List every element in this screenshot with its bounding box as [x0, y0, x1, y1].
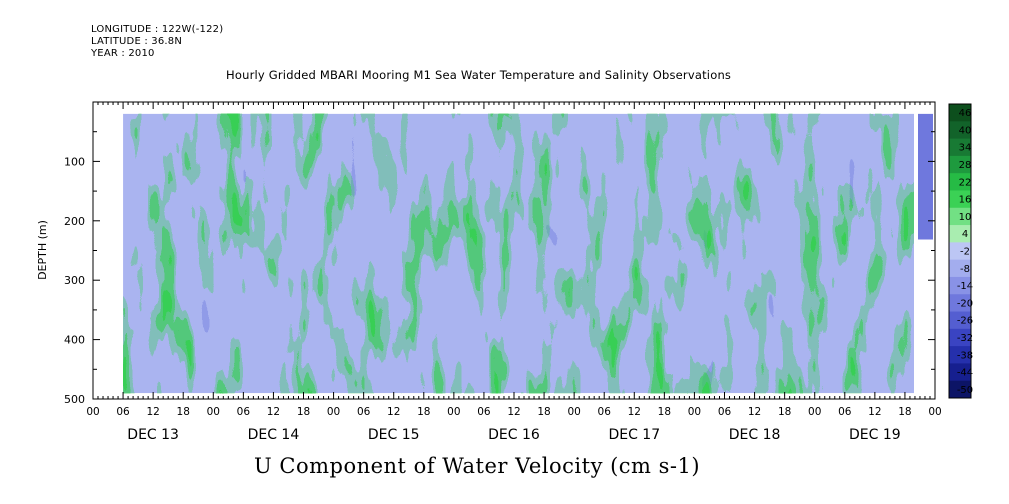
colorbar-label: 10 [959, 212, 972, 223]
chart-title: Hourly Gridded MBARI Mooring M1 Sea Wate… [226, 68, 732, 82]
colorbar-swatch [949, 346, 971, 364]
x-hour-tick-label: 18 [417, 406, 430, 418]
x-day-label: DEC 16 [488, 427, 540, 443]
x-hour-tick-label: 00 [928, 406, 941, 418]
colorbar-swatch [949, 242, 971, 261]
colorbar-label: 46 [959, 108, 972, 119]
colorbar-label: 28 [959, 160, 972, 171]
x-hour-tick-label: 00 [808, 406, 821, 418]
x-day-label: DEC 19 [849, 427, 901, 443]
x-hour-tick-label: 12 [868, 406, 881, 418]
x-hour-tick-label: 06 [718, 406, 732, 418]
x-hour-tick-label: 06 [357, 406, 371, 418]
x-hour-tick-label: 12 [628, 406, 641, 418]
x-day-label: DEC 17 [608, 427, 660, 443]
field-edge-strip [918, 113, 933, 240]
latitude-label: LATITUDE : 36.8N [91, 36, 183, 47]
colorbar-label: -50 [957, 385, 973, 396]
colorbar-swatch [949, 380, 971, 399]
colorbar-swatch [949, 190, 971, 209]
colorbar-label: -32 [957, 333, 973, 344]
x-hour-tick-label: 00 [207, 406, 220, 418]
x-hour-tick-label: 12 [387, 406, 400, 418]
year-label: YEAR : 2010 [91, 48, 155, 59]
colorbar-swatch [949, 311, 971, 330]
field-positive-patches [123, 113, 915, 394]
velocity-field [123, 113, 933, 394]
colorbar-label: 4 [962, 229, 968, 240]
x-hour-tick-label: 18 [658, 406, 671, 418]
y-tick-label: 200 [64, 215, 85, 228]
colorbar-label: 40 [959, 125, 972, 136]
x-hour-tick-label: 00 [86, 406, 99, 418]
colorbar-frame [948, 103, 972, 399]
y-tick-label: 100 [64, 155, 85, 168]
colorbar-label: -38 [957, 350, 973, 361]
x-day-label: DEC 15 [368, 427, 420, 443]
colorbar-swatch [949, 121, 971, 140]
colorbar-swatch [949, 207, 971, 226]
x-day-label: DEC 14 [248, 427, 300, 443]
x-hour-tick-label: 18 [898, 406, 911, 418]
colorbar-swatch [949, 276, 971, 295]
x-hour-tick-label: 18 [177, 406, 190, 418]
colorbar-label: 22 [959, 177, 972, 188]
colorbar-swatch [949, 363, 971, 382]
x-hour-tick-label: 18 [297, 406, 310, 418]
x-hour-tick-label: 00 [447, 406, 460, 418]
x-hour-tick-label: 18 [778, 406, 791, 418]
colorbar-swatch [949, 104, 971, 122]
colorbar-label: 16 [959, 195, 972, 206]
colorbar-label: -14 [957, 281, 973, 292]
x-hour-tick-label: 06 [116, 406, 130, 418]
y-tick-label: 400 [64, 334, 85, 347]
colorbar: 46 40 34 28 22 16 10 4 -2 -8 -14 -20 -26 -32 -38 -44 -50 [948, 103, 973, 399]
x-hour-tick-label: 12 [267, 406, 280, 418]
colorbar-swatch [949, 259, 971, 278]
y-axis-title: DEPTH (m) [36, 220, 49, 280]
colorbar-swatch [949, 294, 971, 313]
x-hour-tick-label: 06 [237, 406, 251, 418]
colorbar-swatch [949, 173, 971, 191]
x-hour-tick-label: 18 [537, 406, 550, 418]
x-hour-tick-label: 12 [748, 406, 761, 418]
x-hour-tick-label: 12 [146, 406, 159, 418]
x-hour-tick-label: 06 [477, 406, 491, 418]
colorbar-swatch [949, 328, 971, 347]
x-hour-tick-label: 00 [567, 406, 580, 418]
x-hour-tick-label: 00 [688, 406, 701, 418]
y-tick-label: 500 [64, 393, 85, 406]
x-hour-tick-label: 00 [327, 406, 340, 418]
colorbar-swatch [949, 138, 971, 157]
colorbar-label: -44 [957, 368, 973, 379]
colorbar-label: 34 [959, 143, 972, 154]
x-axis-title: U Component of Water Velocity (cm s-1) [254, 454, 701, 478]
x-day-label: DEC 18 [729, 427, 781, 443]
colorbar-swatch [949, 225, 971, 243]
colorbar-swatch [949, 155, 971, 174]
plot-axes: 00 06 12 18 00 06 12 18 00 06 12 18 00 06 12 18 00 06 12 18… [36, 101, 942, 443]
colorbar-label: -26 [957, 316, 973, 327]
x-hour-tick-label: 06 [838, 406, 852, 418]
x-hour-tick-label: 06 [598, 406, 612, 418]
longitude-label: LONGITUDE : 122W(-122) [91, 24, 224, 35]
x-hour-tick-label: 12 [507, 406, 520, 418]
colorbar-label: -2 [960, 247, 970, 258]
colorbar-label: -20 [957, 298, 973, 309]
x-day-label: DEC 13 [127, 427, 179, 443]
y-tick-label: 300 [64, 274, 85, 287]
colorbar-label: -8 [960, 264, 970, 275]
